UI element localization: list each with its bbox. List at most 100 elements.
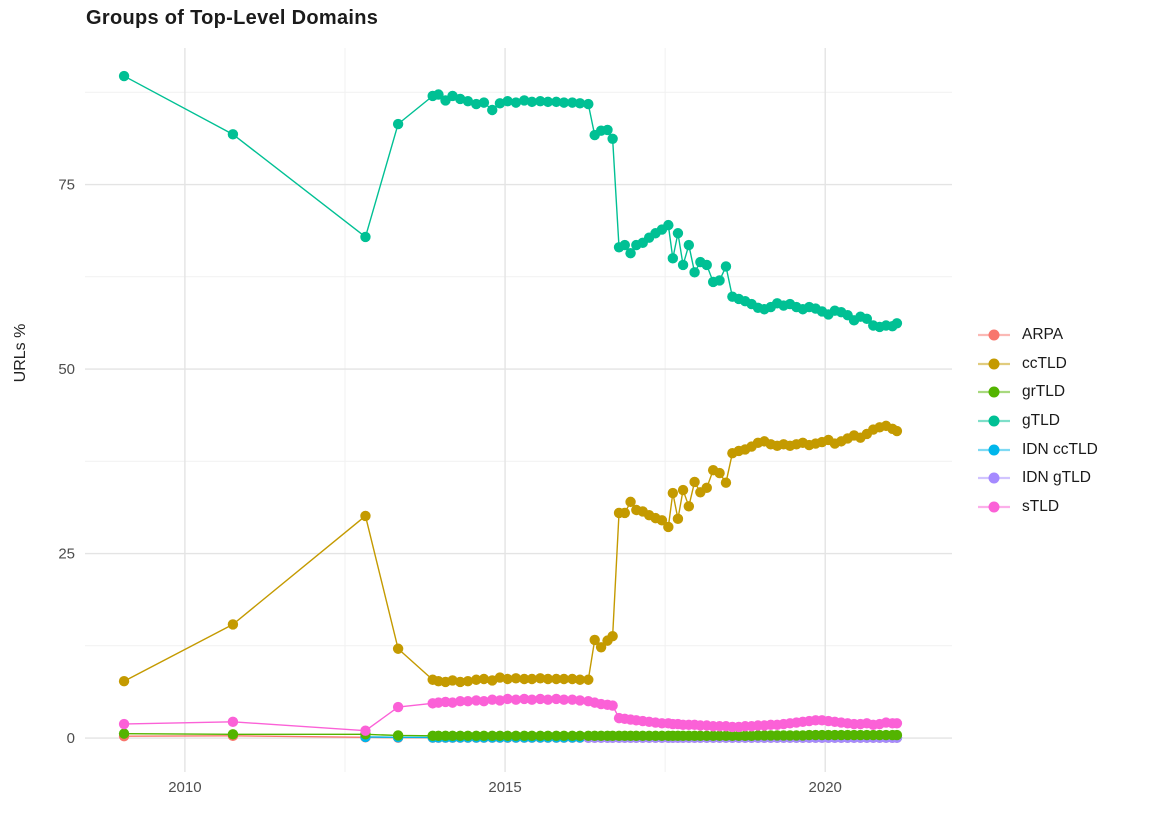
data-point [535,95,546,107]
legend-item-cctld: ccTLD [977,350,1098,379]
data-point [701,259,712,271]
data-point [677,259,689,271]
data-point [567,673,578,685]
data-point [714,467,725,479]
data-point [667,487,679,499]
data-point [447,697,458,708]
data-point [519,673,530,685]
legend-item-gtld: gTLD [977,407,1098,436]
data-point [471,730,482,742]
data-point [392,643,404,654]
data-point [619,239,630,251]
legend-item-grtld: grTLD [977,378,1098,407]
data-point [455,676,466,688]
data-point [502,673,513,685]
series-gtld [118,70,903,333]
data-point [526,694,538,705]
series-grtld [118,728,903,742]
data-point [447,730,458,742]
data-point [471,98,482,110]
legend-label: IDN gTLD [1022,469,1091,487]
data-point [526,730,538,742]
x-tick-label: 2010 [168,779,201,796]
data-point [574,674,586,685]
legend-key-icon [978,329,1010,341]
data-point [535,673,546,684]
data-point [510,694,522,705]
data-point [551,96,562,108]
data-point [519,693,530,705]
data-point [227,729,239,740]
x-tick-label: 2020 [809,779,842,796]
data-point [360,510,371,522]
data-point [502,95,513,107]
data-point [360,231,371,243]
data-point [558,673,570,685]
data-point [589,634,600,646]
y-tick-label: 75 [58,177,75,194]
data-point [689,476,700,488]
data-point [478,695,490,707]
data-point [494,695,506,706]
y-tick-label: 25 [58,546,75,563]
data-point [494,672,506,683]
data-point [494,730,506,742]
data-point [663,521,674,533]
data-point [502,693,513,705]
legend-key-icon [978,386,1010,398]
data-point [526,673,538,685]
data-point [227,129,239,140]
series-stld [118,693,903,736]
legend-key-icon [978,415,1010,427]
data-point [118,728,130,739]
data-point [667,253,679,264]
data-point [891,425,903,437]
data-point [891,729,903,741]
data-point [701,482,712,494]
legend-label: IDN ccTLD [1022,440,1098,458]
data-point [535,730,546,742]
legend-item-idn-cctld: IDN ccTLD [977,435,1098,464]
data-point [510,97,522,108]
data-point [462,730,474,742]
data-point [478,97,490,108]
data-point [471,695,482,706]
data-point [462,676,474,687]
data-point [558,97,570,108]
data-point [567,97,578,108]
legend-label: sTLD [1022,497,1060,515]
data-point [392,118,404,130]
data-point [607,631,618,642]
data-point [487,104,498,116]
data-point [487,694,498,705]
data-point [535,693,546,705]
data-point [619,507,630,519]
data-point [861,313,873,325]
legend: ARPA ccTLD grTLD gTLD IDN ccTLD IDN gTLD sTLD [977,321,1098,521]
data-point [462,695,474,707]
data-point [558,730,570,742]
data-point [567,694,578,705]
data-point [656,515,668,526]
legend-item-stld: sTLD [977,493,1098,522]
legend-item-arpa: ARPA [977,321,1098,350]
data-point [677,484,689,496]
data-point [607,133,618,144]
data-point [542,96,554,108]
data-point [574,695,586,706]
data-point [602,124,613,136]
data-point [672,228,684,239]
data-point [551,693,562,705]
chart-title: Groups of Top-Level Domains [86,7,379,29]
data-point [471,674,482,685]
data-point [478,730,490,742]
x-tick-label: 2015 [488,779,521,796]
gridlines [85,48,952,772]
legend-key-icon [978,444,1010,456]
data-point [433,89,444,100]
data-point [118,676,130,687]
data-point [118,718,130,730]
data-point [625,247,636,259]
data-point [551,730,562,742]
